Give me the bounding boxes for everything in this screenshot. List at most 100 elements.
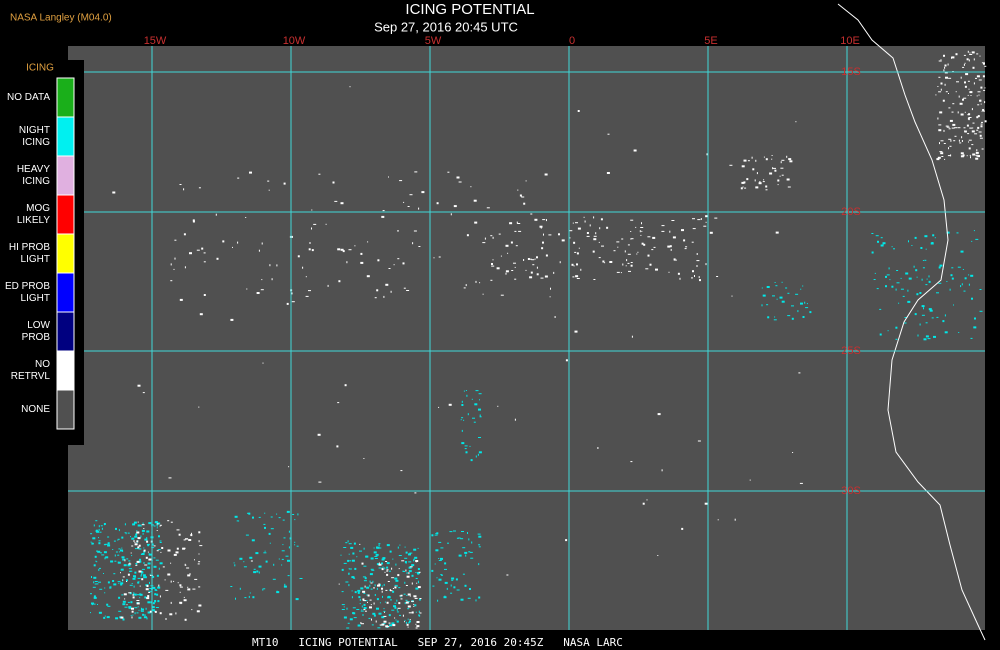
speck (294, 544, 296, 546)
speck (297, 255, 300, 258)
speck (772, 167, 774, 170)
speck (896, 270, 899, 271)
speck (474, 403, 478, 406)
speck (933, 335, 936, 338)
speck (968, 141, 969, 143)
speck (237, 241, 239, 244)
speck (346, 261, 348, 264)
speck (353, 542, 356, 545)
speck (367, 594, 370, 597)
speck (406, 572, 408, 575)
speck (400, 470, 403, 472)
speck (273, 563, 275, 566)
speck (546, 219, 547, 222)
speck (396, 599, 398, 602)
speck (216, 257, 219, 260)
speck (143, 547, 145, 549)
speck (779, 175, 781, 177)
speck (536, 256, 538, 259)
speck (938, 91, 942, 93)
speck (249, 171, 252, 174)
speck (92, 537, 96, 540)
speck (646, 499, 648, 501)
speck (661, 230, 665, 232)
speck (122, 549, 124, 552)
speck (131, 610, 134, 613)
speck (970, 95, 972, 96)
speck (349, 560, 352, 562)
speck (947, 63, 949, 66)
speck (877, 240, 879, 243)
speck (633, 149, 637, 152)
speck (405, 601, 409, 604)
speck (154, 522, 158, 524)
speck (441, 574, 443, 576)
speck (386, 601, 389, 604)
speck (394, 606, 397, 609)
speck (458, 554, 462, 557)
speck (948, 147, 949, 150)
speck (960, 285, 962, 288)
speck (970, 156, 971, 159)
speck (395, 579, 399, 582)
speck (118, 596, 121, 599)
speck (363, 458, 365, 459)
speck (467, 532, 468, 534)
speck (545, 254, 548, 257)
speck (955, 91, 957, 93)
speck (134, 576, 137, 578)
speck (876, 288, 879, 290)
speck (976, 53, 979, 55)
speck (684, 248, 687, 250)
speck (939, 264, 943, 267)
speck (971, 297, 973, 300)
speck (412, 242, 414, 245)
speck (773, 167, 776, 169)
speck (161, 547, 164, 549)
speck (956, 232, 959, 234)
speck (384, 611, 385, 613)
speck (952, 123, 956, 126)
speck (147, 566, 151, 569)
speck (128, 563, 132, 565)
speck (966, 124, 969, 127)
speck (353, 617, 357, 619)
speck (189, 252, 192, 255)
speck (396, 608, 398, 611)
speck (948, 138, 952, 140)
speck (153, 545, 156, 547)
speck (780, 167, 784, 169)
speck (363, 580, 367, 582)
speck (154, 600, 157, 602)
speck (734, 518, 736, 521)
speck (284, 583, 286, 586)
speck (637, 251, 639, 253)
legend-swatch (56, 194, 75, 235)
speck (542, 241, 544, 244)
speck (592, 250, 595, 253)
speck (389, 624, 392, 627)
speck (283, 585, 287, 588)
speck (153, 557, 156, 559)
speck (756, 172, 758, 175)
speck (114, 554, 116, 557)
speck (399, 180, 403, 182)
speck (144, 564, 148, 566)
speck (404, 557, 408, 559)
speck (971, 51, 975, 54)
speck (134, 607, 138, 609)
speck (510, 241, 513, 244)
speck (694, 275, 695, 277)
speck (936, 316, 939, 318)
speck (527, 258, 530, 260)
speck (101, 527, 103, 530)
speck (350, 546, 354, 549)
speck (359, 543, 361, 545)
speck (233, 562, 235, 564)
speck (444, 568, 447, 570)
speck (521, 196, 525, 198)
speck (127, 601, 130, 603)
speck (955, 53, 958, 56)
speck (115, 551, 118, 553)
speck (106, 603, 109, 606)
